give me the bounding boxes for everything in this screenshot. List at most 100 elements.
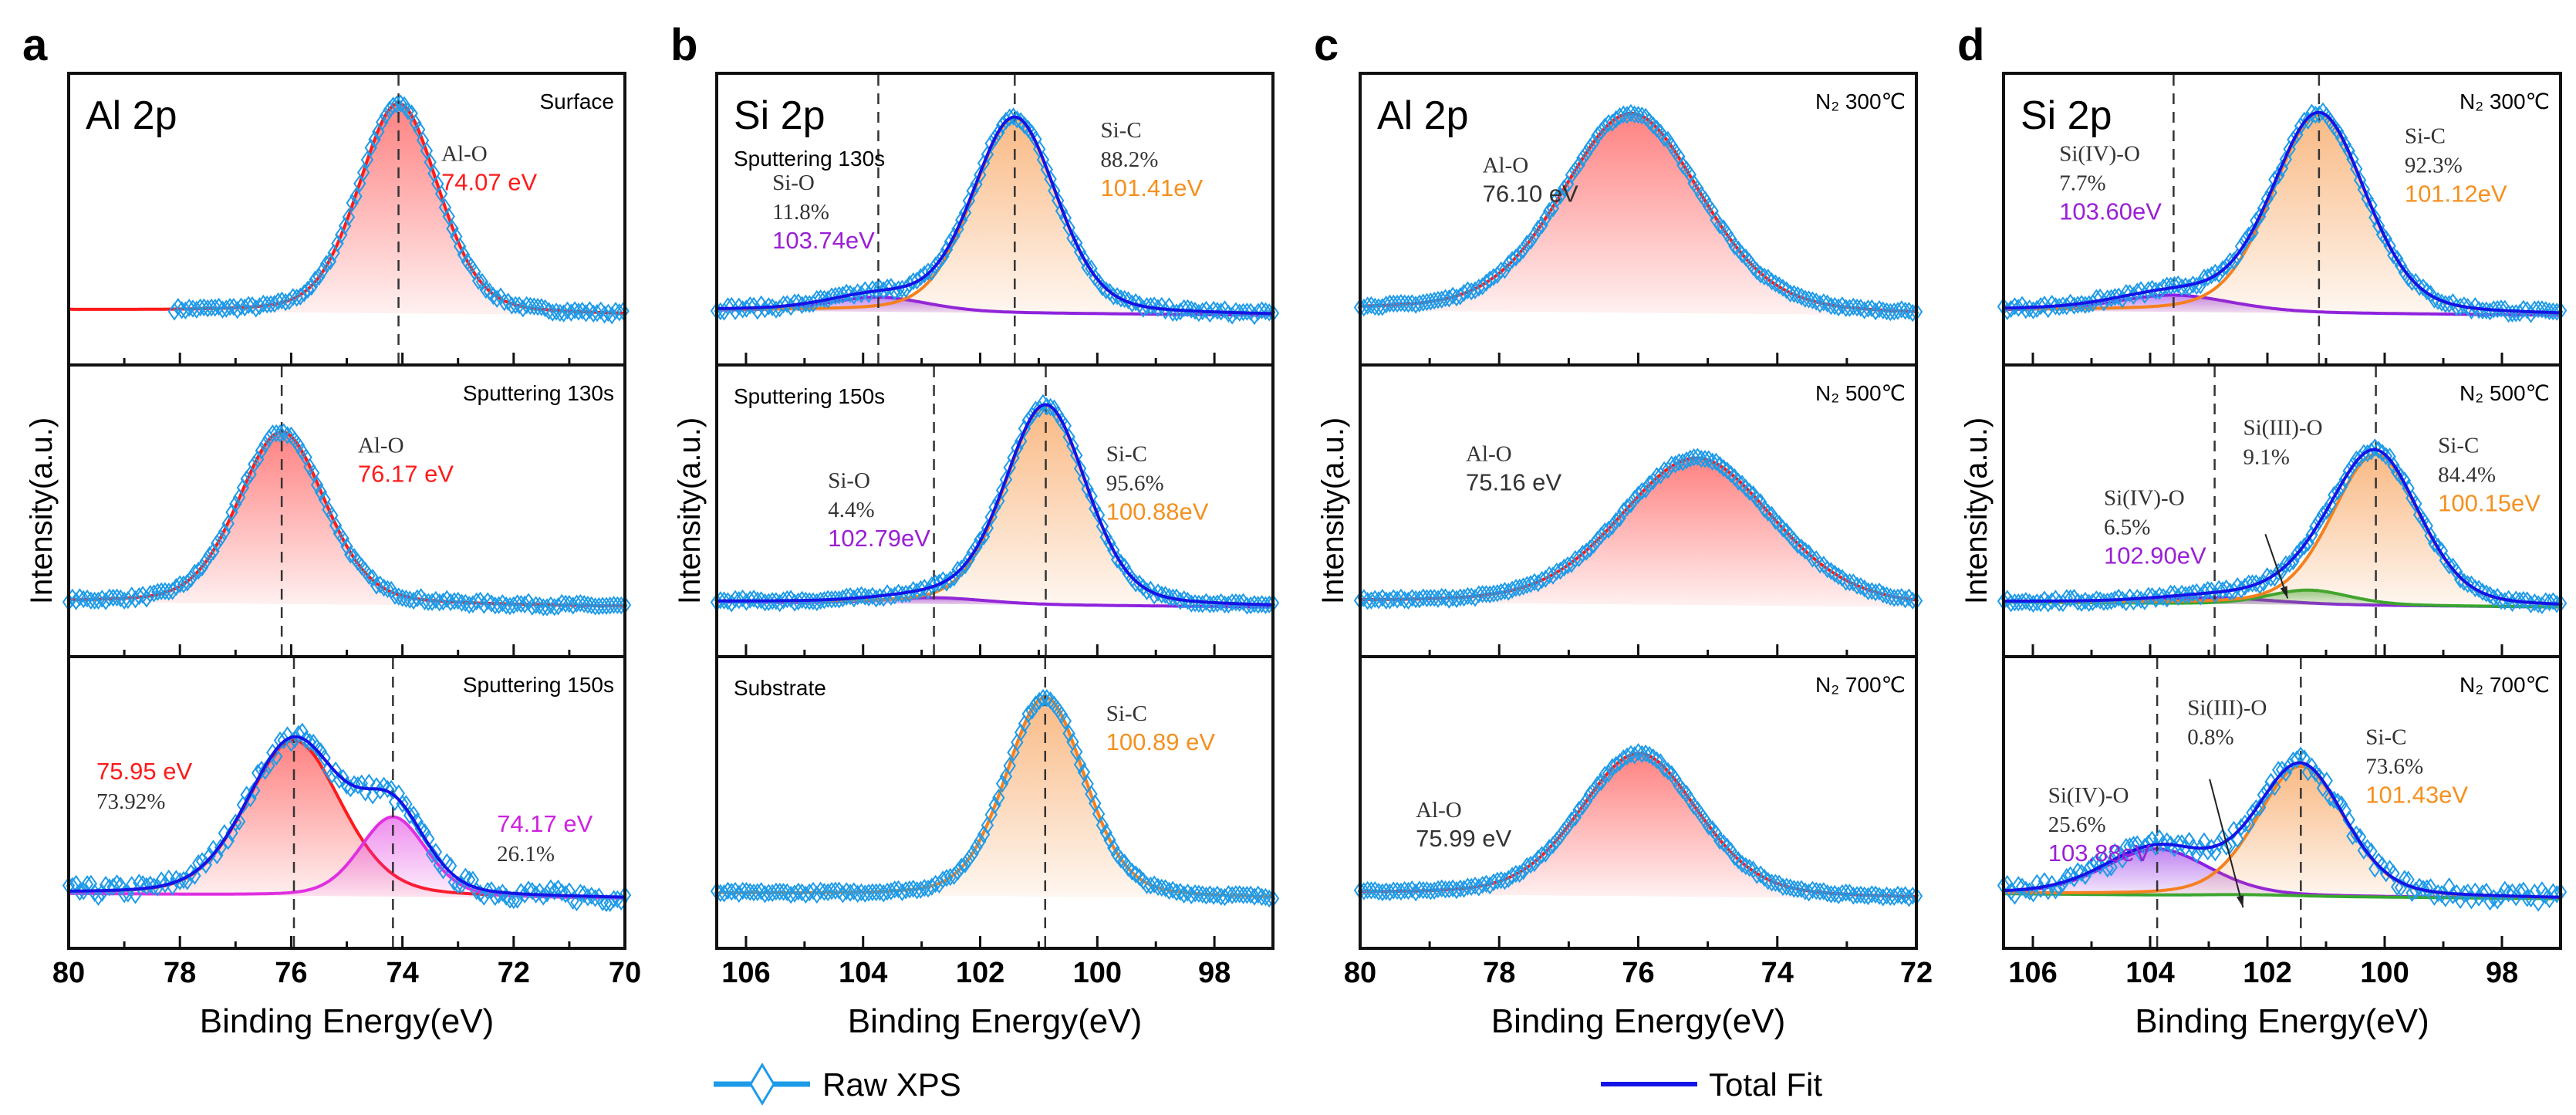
raw-xps-point [214,838,228,857]
raw-xps-point [1177,590,1190,609]
raw-xps-point [1676,781,1690,799]
raw-xps-point [1587,781,1601,799]
raw-xps-point [1591,775,1604,794]
peak-annotation: Al-O [1416,798,1462,823]
raw-xps-point [2283,554,2296,573]
raw-xps-point [1491,584,1504,603]
raw-xps-point [1691,448,1704,466]
peak-annotation: Al-O [441,141,488,166]
raw-xps-point [2494,887,2508,906]
raw-xps-point [1531,219,1545,238]
raw-xps-point [955,857,968,877]
raw-xps-point [1129,574,1143,593]
raw-xps-point [360,150,374,169]
raw-xps-point [802,883,816,902]
raw-xps-point [740,881,753,900]
raw-xps-point [2328,790,2341,809]
raw-xps-point [1646,116,1659,135]
raw-xps-point [1151,583,1165,602]
raw-xps-point [2246,574,2259,593]
raw-xps-point [1599,765,1612,784]
raw-xps-point [1077,249,1091,269]
raw-xps-point [1657,128,1671,147]
raw-xps-point [381,779,394,799]
raw-xps-point [974,165,987,184]
raw-xps-point [1494,261,1507,280]
raw-xps-point [2517,590,2530,610]
raw-xps-point [1259,596,1272,614]
raw-xps-point [818,289,831,309]
raw-xps-point [910,881,923,900]
raw-xps-point [434,184,448,203]
peak-annotation: Si(IV)-O [2059,141,2140,166]
raw-xps-point [1210,885,1224,904]
raw-xps-point [2119,283,2133,302]
raw-xps-point [1743,858,1756,877]
raw-xps-point [1406,589,1419,607]
legend-raw-label: Raw XPS [822,1066,961,1103]
raw-xps-point [1032,691,1046,711]
raw-xps-point [373,575,387,594]
raw-xps-point [292,725,306,743]
raw-xps-point [1554,186,1567,205]
raw-xps-point [236,478,250,497]
raw-xps-point [1872,299,1886,319]
raw-xps-point [446,219,459,238]
raw-xps-point [1081,480,1094,498]
raw-xps-point [1081,258,1094,277]
raw-xps-point [1155,878,1169,897]
raw-xps-point [1579,542,1593,561]
subplot-c-2: N₂ 500℃ Al-O75.16 eV [1353,363,1923,658]
x-tick-label: 102 [956,957,1004,989]
raw-xps-point [1769,512,1782,530]
component-fill [69,103,625,316]
component-fill [717,697,1273,899]
raw-xps-point [1237,593,1250,612]
raw-xps-point [447,592,461,610]
raw-xps-point [396,589,409,607]
x-axis-label: Binding Energy(eV) [848,1002,1143,1040]
raw-xps-point [1509,248,1523,267]
raw-xps-point [1369,880,1382,900]
raw-xps-point [544,596,558,615]
raw-xps-point [214,529,228,547]
raw-xps-point [225,503,238,522]
raw-xps-point [1680,451,1693,470]
raw-xps-point [1200,593,1213,612]
raw-xps-point [420,141,434,160]
raw-xps-point [392,587,406,606]
peak-annotation: Si-C [1106,442,1147,467]
raw-xps-point [1869,583,1882,602]
peak-annotation: Al-O [358,433,404,458]
raw-xps-point [877,281,890,299]
raw-xps-point [1029,695,1042,714]
raw-xps-point [429,590,443,610]
raw-xps-point [1784,284,1797,302]
raw-xps-point [725,296,738,316]
raw-xps-point [1554,826,1567,846]
raw-xps-point [2279,763,2293,782]
raw-xps-point [401,102,415,120]
raw-xps-point [740,593,753,611]
raw-xps-point [1129,292,1143,312]
raw-xps-point [1058,711,1072,731]
raw-xps-point [2543,593,2556,612]
raw-xps-point [73,883,86,901]
raw-xps-point [1862,299,1875,318]
peak-annotation: Si-O [772,171,815,195]
raw-xps-point [175,301,188,319]
raw-xps-point [1832,566,1845,586]
raw-xps-point [1398,590,1411,610]
raw-xps-point [2338,470,2352,489]
peak-annotation: 103.60eV [2059,198,2162,225]
raw-xps-point [548,882,561,900]
raw-xps-point [880,584,894,603]
raw-xps-point [2453,890,2467,910]
raw-xps-point [1435,587,1448,606]
raw-xps-point [2428,534,2441,553]
raw-xps-point [1409,296,1423,314]
raw-xps-point [1751,490,1764,509]
raw-xps-point [2547,592,2560,610]
raw-xps-point [1572,156,1585,174]
